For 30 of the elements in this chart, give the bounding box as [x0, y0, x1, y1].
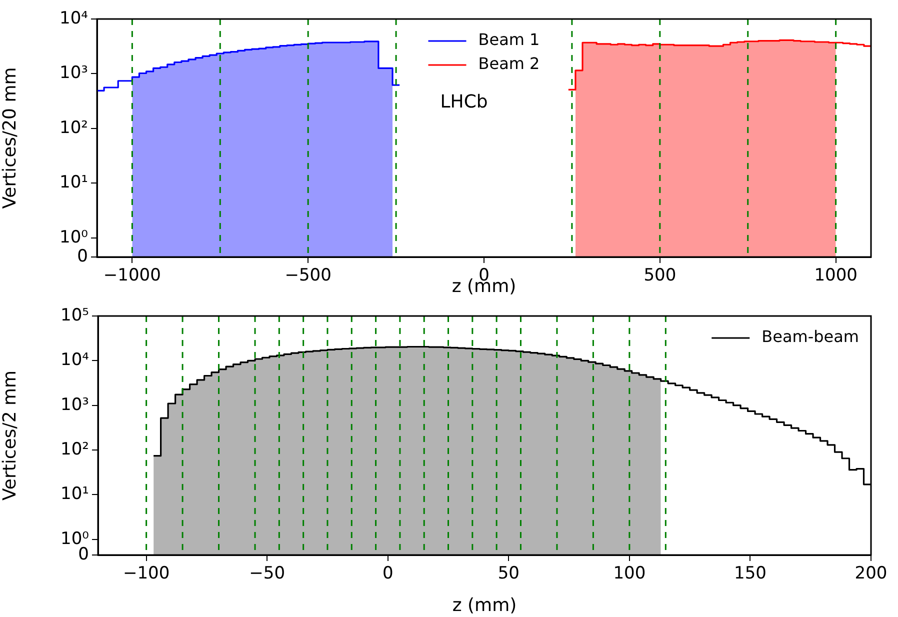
- y-tick-label: 0: [77, 246, 88, 266]
- annotation: LHCb: [440, 92, 488, 113]
- y-tick-label: 10³: [60, 63, 88, 84]
- x-axis-title: z (mm): [452, 594, 517, 616]
- y-tick-label: 10¹: [60, 484, 89, 504]
- y-tick-label: 10⁵: [60, 305, 89, 326]
- x-tick-label: 500: [644, 266, 676, 286]
- x-tick-label: 1000: [814, 266, 858, 286]
- y-tick-label: 10³: [60, 394, 89, 415]
- x-tick-label: 100: [613, 564, 646, 584]
- x-tick-label: 50: [498, 564, 520, 584]
- x-tick-label: 150: [734, 564, 766, 584]
- legend-label: Beam 2: [478, 54, 540, 74]
- y-tick-label: 10⁴: [60, 350, 90, 370]
- legend-label: Beam 1: [478, 30, 540, 50]
- legend-label: Beam-beam: [762, 327, 859, 346]
- x-tick-label: 0: [382, 564, 394, 584]
- y-tick-label: 10²: [60, 439, 89, 460]
- y-axis-title: Vertices/20 mm: [0, 67, 20, 209]
- x-tick-label: −500: [284, 266, 332, 286]
- y-tick-label: 10⁰: [60, 227, 88, 248]
- y-tick-label: 0: [78, 544, 89, 564]
- y-axis-title: Vertices/2 mm: [0, 370, 20, 501]
- y-tick-label: 10²: [60, 118, 88, 138]
- x-tick-label: 200: [854, 564, 888, 584]
- x-tick-label: −50: [249, 564, 286, 584]
- x-tick-label: −100: [122, 564, 170, 584]
- y-tick-label: 10⁴: [60, 8, 88, 28]
- x-tick-label: −1000: [103, 266, 161, 286]
- y-tick-label: 10¹: [60, 172, 88, 193]
